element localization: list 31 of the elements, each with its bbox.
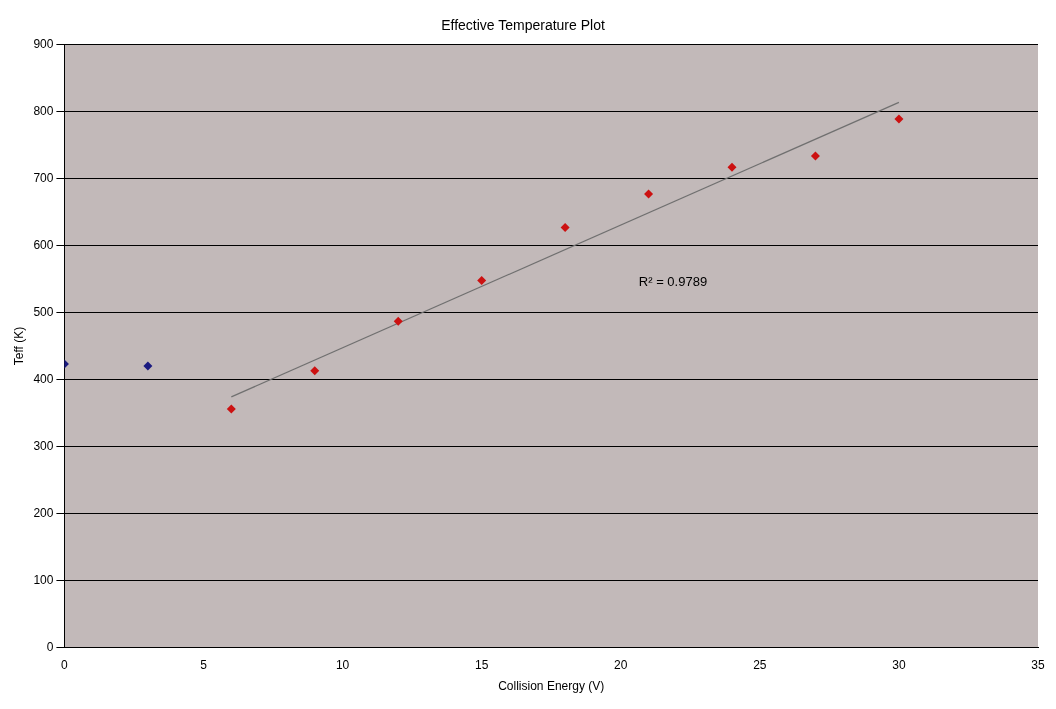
x-tick-label: 0 bbox=[61, 657, 69, 672]
point bbox=[810, 151, 820, 161]
x-tick-label: 10 bbox=[335, 657, 350, 672]
y-tick-label: 800 bbox=[33, 104, 54, 119]
point bbox=[894, 114, 904, 124]
x-tick-label: 25 bbox=[753, 657, 767, 672]
point bbox=[560, 223, 570, 233]
y-tick-label: 600 bbox=[33, 237, 54, 252]
y-tick-label: 0 bbox=[46, 639, 54, 654]
point bbox=[226, 404, 236, 414]
x-tick-label: 35 bbox=[1031, 657, 1045, 672]
y-tick-label: 400 bbox=[33, 371, 54, 386]
y-tick-label: 900 bbox=[33, 37, 54, 52]
y-tick-label: 700 bbox=[33, 170, 54, 185]
point bbox=[310, 366, 320, 376]
point bbox=[644, 189, 654, 199]
x-tick-label: 5 bbox=[200, 657, 208, 672]
y-tick-label: 500 bbox=[33, 304, 54, 319]
chart-title: Effective Temperature Plot bbox=[441, 17, 605, 34]
annotation: R² = 0.9789 bbox=[638, 273, 708, 289]
point bbox=[477, 275, 487, 285]
y-tick-label: 100 bbox=[33, 572, 54, 587]
y-axis-title: Teff (K) bbox=[11, 326, 26, 366]
x-tick-label: 30 bbox=[892, 657, 906, 672]
y-tick-label: 200 bbox=[33, 505, 54, 520]
x-axis-title: Collision Energy (V) bbox=[498, 679, 605, 694]
x-tick-label: 20 bbox=[614, 657, 628, 672]
x-tick-label: 15 bbox=[474, 657, 489, 672]
point bbox=[727, 162, 737, 172]
point bbox=[393, 316, 403, 326]
y-tick-label: 300 bbox=[33, 438, 54, 453]
